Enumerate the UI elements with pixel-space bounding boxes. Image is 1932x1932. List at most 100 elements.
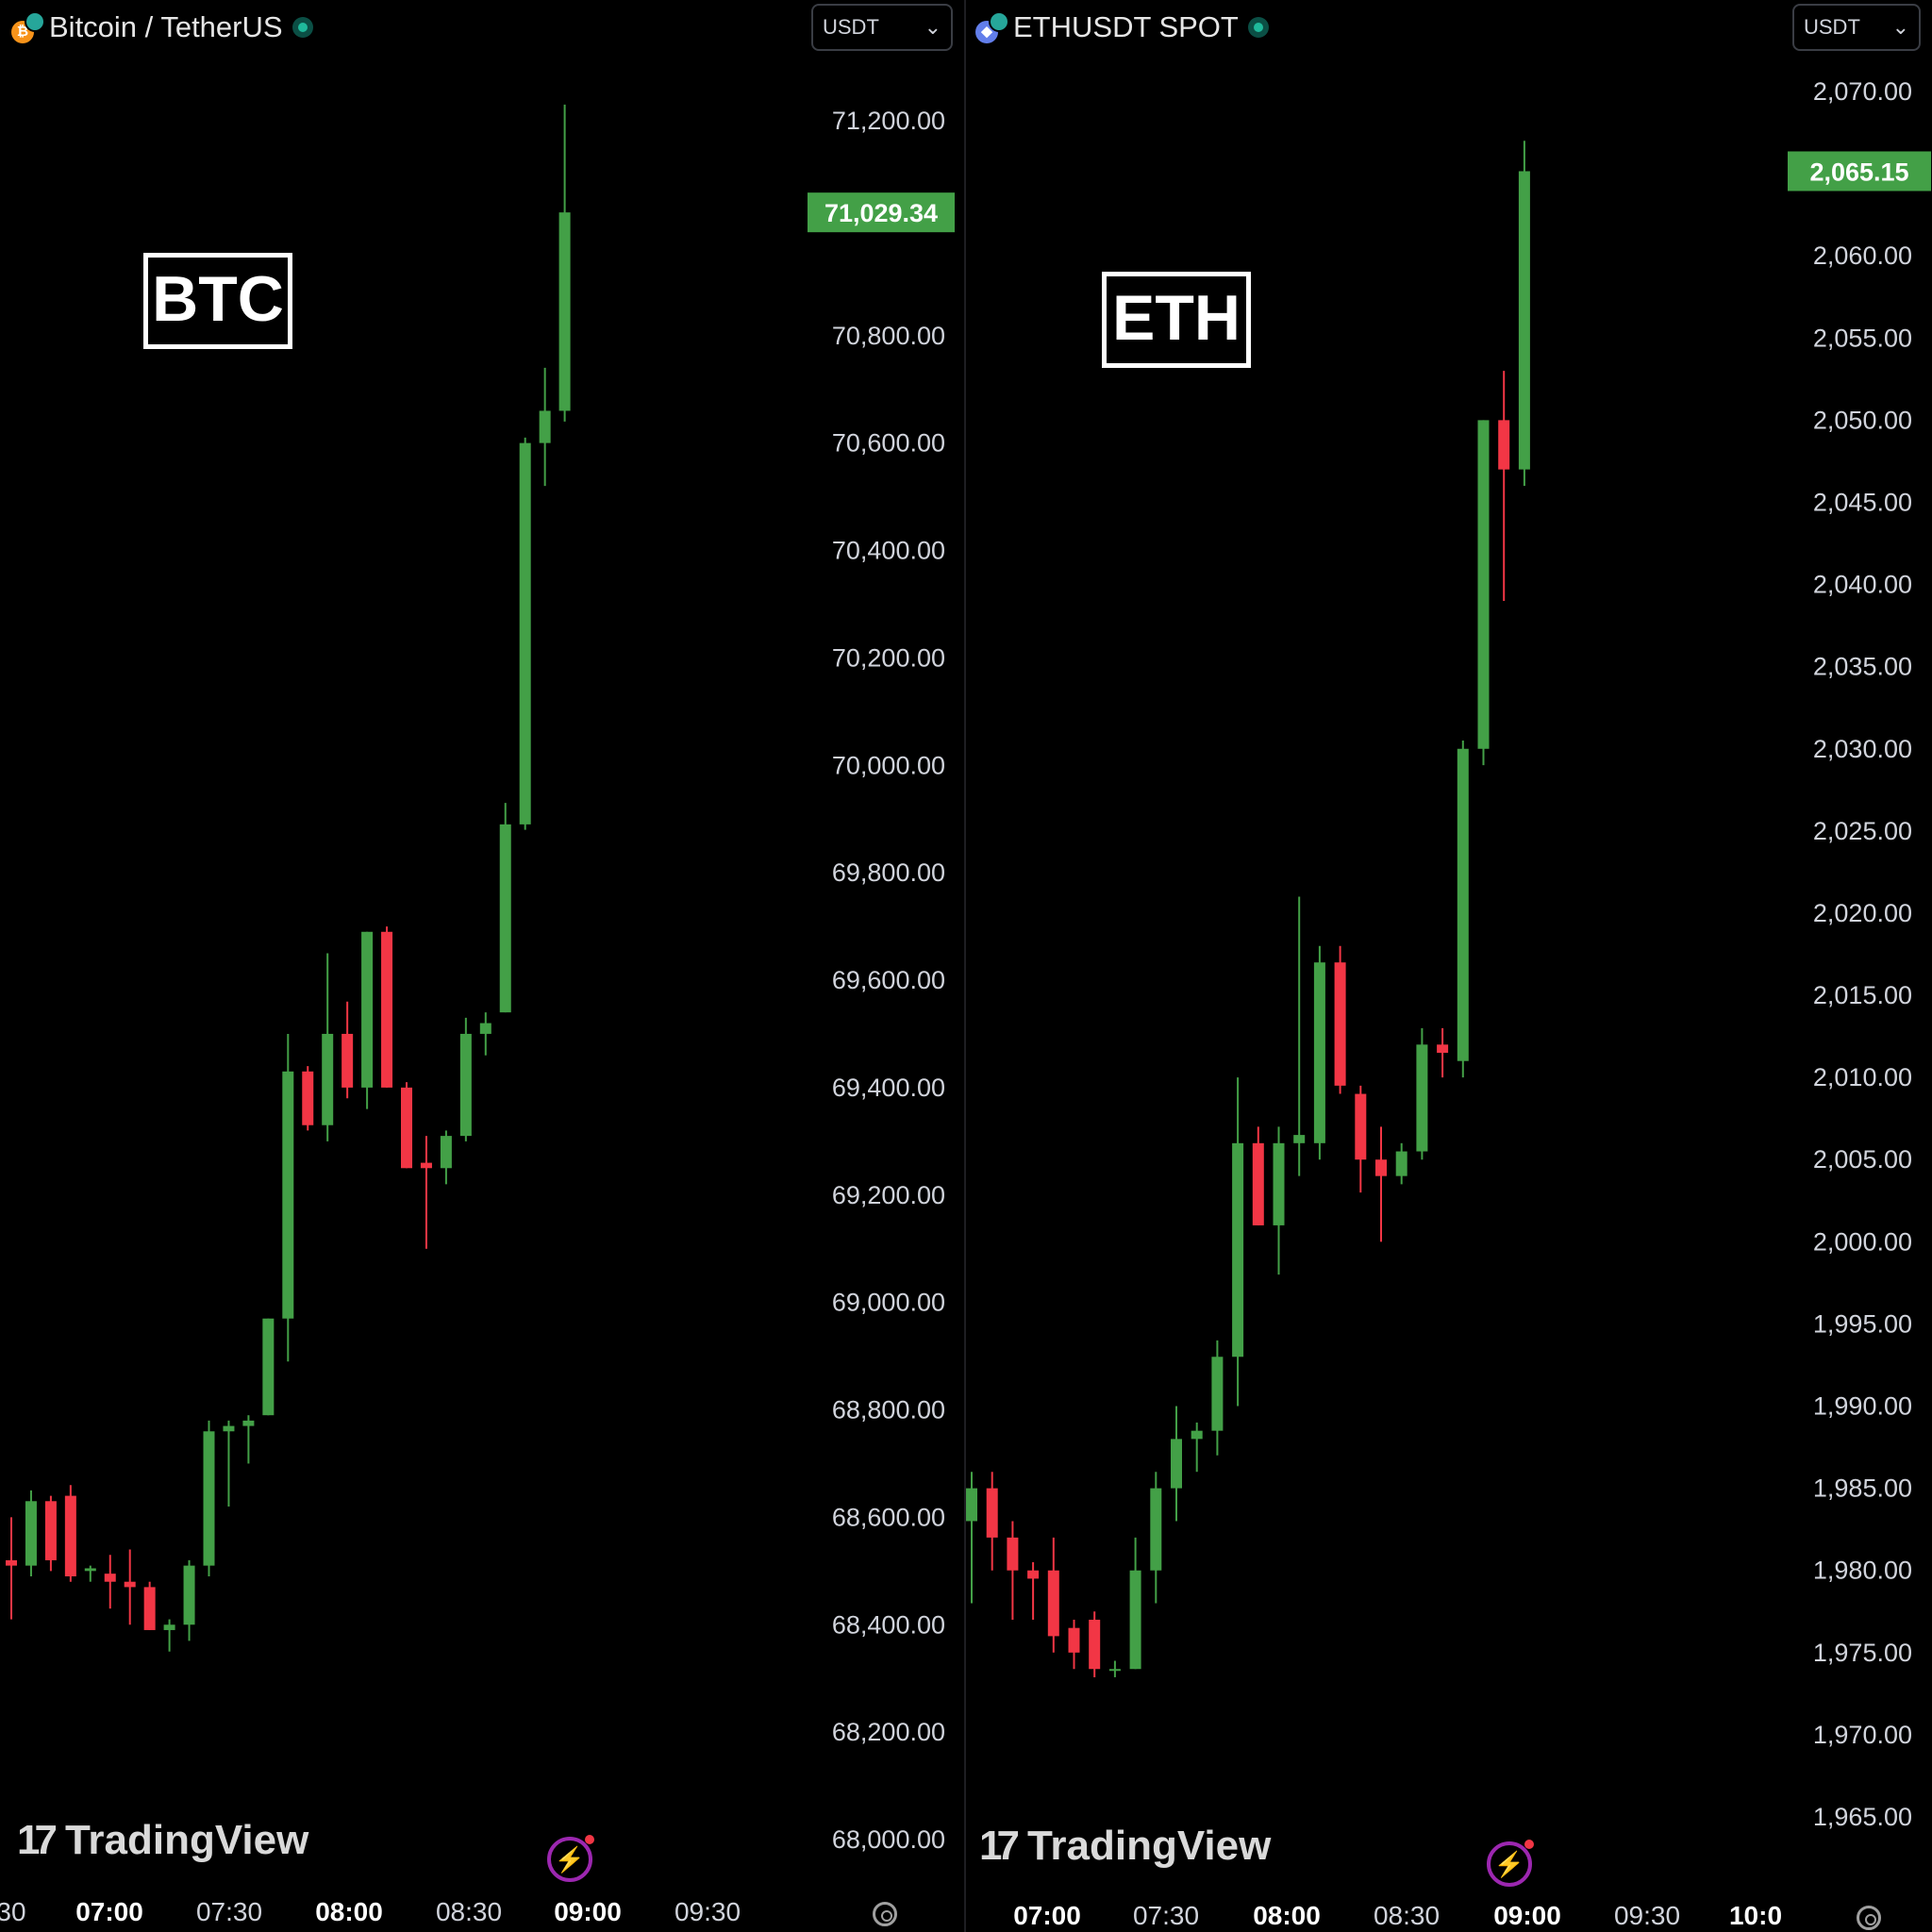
candle-body xyxy=(459,1033,472,1137)
y-axis-tick-label: 1,990.00 xyxy=(1813,1392,1912,1421)
eth-symbol-header[interactable]: ◆ ETHUSDT SPOT xyxy=(975,8,1269,47)
y-axis-tick-label: 1,975.00 xyxy=(1813,1639,1912,1667)
panel-divider xyxy=(964,0,966,1932)
candle-body xyxy=(539,410,551,443)
y-axis-tick-label: 2,070.00 xyxy=(1813,77,1912,106)
x-axis-tick-label: 08:30 xyxy=(1374,1901,1440,1930)
candle-body xyxy=(381,931,393,1088)
y-axis-tick-label: 2,040.00 xyxy=(1813,571,1912,599)
y-axis-tick-label: 68,000.00 xyxy=(832,1825,945,1854)
y-axis-tick-label: 2,010.00 xyxy=(1813,1063,1912,1091)
candle-body xyxy=(322,1033,334,1125)
eth-chart-panel[interactable]: 2,070.00 2,060.00 2,055.00 2,050.00 2,045.00… xyxy=(966,0,1932,1932)
candle-body xyxy=(44,1501,57,1560)
y-axis-tick-label: 70,000.00 xyxy=(832,751,945,779)
x-axis-tick-label: 09:30 xyxy=(1614,1901,1680,1930)
y-axis-tick-label: 2,000.00 xyxy=(1813,1227,1912,1256)
y-axis-tick-label: 2,060.00 xyxy=(1813,242,1912,270)
candle-body xyxy=(1293,1135,1306,1143)
y-axis-tick-label: 2,025.00 xyxy=(1813,817,1912,845)
y-axis-tick-label: 68,400.00 xyxy=(832,1610,945,1639)
y-axis-tick-label: 71,200.00 xyxy=(832,107,945,135)
y-axis-tick-label: 1,985.00 xyxy=(1813,1474,1912,1503)
y-axis-tick-label: 69,400.00 xyxy=(832,1074,945,1102)
candle-body xyxy=(1150,1488,1162,1571)
candle-body xyxy=(440,1136,452,1169)
y-axis-tick-label: 68,200.00 xyxy=(832,1718,945,1746)
btc-candlestick-chart[interactable]: 71,200.00 70,800.00 70,600.00 70,400.00 70,2… xyxy=(0,0,965,1932)
eth-currency-select[interactable]: USDT ⌄ xyxy=(1792,4,1921,51)
last-price-tag xyxy=(808,192,955,233)
btc-symbol-name[interactable]: Bitcoin / TetherUS xyxy=(49,10,283,43)
candle-body xyxy=(1355,1093,1367,1160)
gear-icon[interactable] xyxy=(873,1902,897,1926)
eth-annotation-label: ETH xyxy=(1102,272,1251,368)
lightning-alert-icon[interactable]: ⚡ xyxy=(1487,1840,1534,1887)
y-axis-tick-label: 68,600.00 xyxy=(832,1503,945,1531)
bitcoin-icon: ₿ xyxy=(11,11,45,43)
y-axis-tick-label: 2,055.00 xyxy=(1813,324,1912,352)
chevron-down-icon: ⌄ xyxy=(1891,15,1909,39)
btc-chart-panel[interactable]: 71,200.00 70,800.00 70,600.00 70,400.00 70,2… xyxy=(0,0,965,1932)
candle-body xyxy=(1171,1439,1182,1489)
x-axis-tick-label: 08:00 xyxy=(315,1897,383,1926)
candle-body xyxy=(1047,1570,1059,1637)
lightning-alert-icon[interactable]: ⚡ xyxy=(547,1835,594,1882)
candle-body xyxy=(401,1087,412,1169)
candle-body xyxy=(124,1581,136,1588)
candle-body xyxy=(479,1023,491,1034)
y-axis-tick-label: 1,980.00 xyxy=(1813,1557,1912,1585)
candle-body xyxy=(1211,1357,1224,1431)
candle-body xyxy=(242,1420,255,1426)
candle-body xyxy=(1313,962,1325,1143)
candle-body xyxy=(64,1495,76,1577)
eth-symbol-name[interactable]: ETHUSDT SPOT xyxy=(1013,10,1239,43)
x-axis-tick-label: 09:00 xyxy=(554,1897,622,1926)
btc-currency-select[interactable]: USDT ⌄ xyxy=(811,4,953,51)
y-axis-tick-label: 1,965.00 xyxy=(1813,1803,1912,1831)
candle-body xyxy=(183,1565,195,1625)
y-axis-tick-label: 2,050.00 xyxy=(1813,406,1912,434)
market-open-status-icon[interactable] xyxy=(1247,17,1269,38)
candle-body xyxy=(1498,420,1510,470)
candle-body xyxy=(302,1071,314,1125)
candle-body xyxy=(282,1071,294,1319)
tradingview-watermark: 17 TradingView xyxy=(17,1817,308,1864)
candle-body xyxy=(1416,1044,1428,1152)
y-axis-tick-label: 1,970.00 xyxy=(1813,1721,1912,1749)
x-axis-tick-label: 07:00 xyxy=(1013,1901,1081,1930)
gear-icon[interactable] xyxy=(1857,1906,1881,1930)
y-axis-tick-label: 68,800.00 xyxy=(832,1396,945,1424)
candle-body xyxy=(203,1431,215,1566)
candle-body xyxy=(1068,1627,1080,1653)
y-axis-tick-label: 2,045.00 xyxy=(1813,488,1912,516)
x-axis-tick-label: 08:00 xyxy=(1253,1901,1321,1930)
y-axis-tick-label: 69,800.00 xyxy=(832,858,945,887)
eth-candlestick-chart[interactable]: 2,070.00 2,060.00 2,055.00 2,050.00 2,045.00… xyxy=(966,0,1932,1932)
x-axis-tick-label: 07:30 xyxy=(196,1897,262,1926)
candle-body xyxy=(262,1318,275,1416)
candle-body xyxy=(341,1033,354,1088)
candle-body xyxy=(1232,1142,1244,1357)
candle-body xyxy=(1191,1430,1203,1440)
x-axis-tick-label: 09:30 xyxy=(675,1897,741,1926)
candle-body xyxy=(1375,1159,1387,1176)
btc-symbol-header[interactable]: ₿ Bitcoin / TetherUS xyxy=(11,8,313,47)
candle-body xyxy=(1252,1142,1264,1225)
candle-body xyxy=(223,1425,235,1432)
y-axis-tick-label: 2,035.00 xyxy=(1813,653,1912,681)
tradingview-brand-text: TradingView xyxy=(64,1817,309,1863)
tradingview-logo-icon: 17 xyxy=(979,1823,1020,1869)
x-axis-tick-label: 07:30 xyxy=(1133,1901,1199,1930)
y-axis-tick-label: 2,015.00 xyxy=(1813,981,1912,1009)
candle-body xyxy=(1437,1044,1449,1054)
last-price-label: 2,065.15 xyxy=(1809,158,1908,186)
candle-body xyxy=(1108,1669,1121,1672)
chevron-down-icon: ⌄ xyxy=(924,15,941,39)
market-open-status-icon[interactable] xyxy=(291,17,313,38)
candle-body xyxy=(420,1162,432,1169)
y-axis-tick-label: 69,600.00 xyxy=(832,966,945,994)
tradingview-logo-icon: 17 xyxy=(17,1817,58,1863)
btc-currency-value: USDT xyxy=(823,15,879,39)
candle-body xyxy=(361,931,374,1088)
